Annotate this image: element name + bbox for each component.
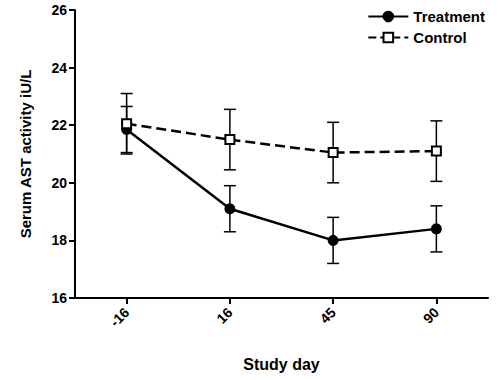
svg-text:16: 16 (51, 290, 67, 306)
svg-text:24: 24 (51, 60, 67, 76)
svg-text:-16: -16 (107, 304, 133, 330)
svg-text:Treatment: Treatment (413, 8, 485, 25)
svg-text:26: 26 (51, 2, 67, 18)
svg-text:20: 20 (51, 175, 67, 191)
svg-text:Study day: Study day (243, 356, 320, 373)
svg-text:22: 22 (51, 117, 67, 133)
svg-text:Control: Control (413, 29, 466, 46)
svg-text:45: 45 (316, 304, 338, 326)
svg-text:18: 18 (51, 232, 67, 248)
svg-text:Serum AST activity iU/L: Serum AST activity iU/L (17, 70, 34, 239)
svg-text:16: 16 (213, 304, 235, 326)
svg-text:90: 90 (420, 304, 442, 326)
